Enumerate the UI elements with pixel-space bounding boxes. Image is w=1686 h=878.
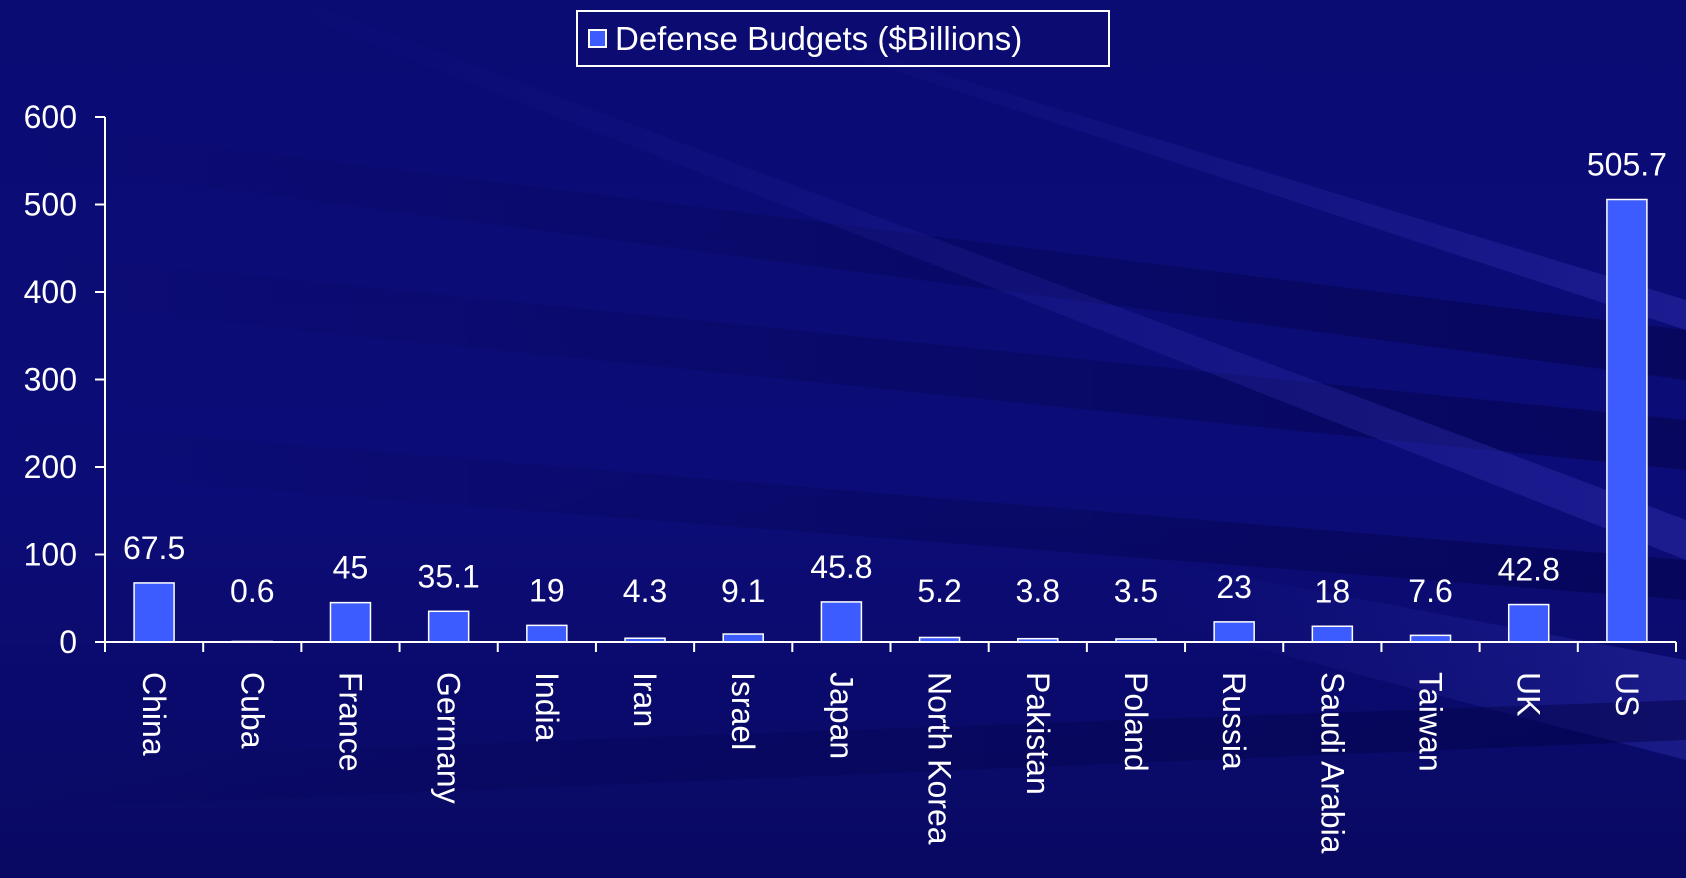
x-tick-label: Saudi Arabia [1314, 672, 1350, 854]
data-label: 3.5 [1114, 573, 1158, 609]
data-label: 18 [1315, 573, 1351, 609]
data-label: 4.3 [623, 573, 667, 609]
x-tick-label: Israel [725, 672, 761, 750]
data-label: 35.1 [418, 558, 480, 594]
x-tick-label: Japan [823, 672, 859, 759]
data-label: 505.7 [1587, 147, 1667, 183]
chart-legend: Defense Budgets ($Billions) [576, 10, 1110, 67]
y-tick-label: 0 [59, 624, 77, 660]
y-tick-label: 200 [24, 449, 77, 485]
data-label: 45 [333, 550, 369, 586]
x-tick-label: Pakistan [1020, 672, 1056, 795]
data-label: 67.5 [123, 530, 185, 566]
x-tick-label: Germany [431, 672, 467, 804]
bar-germany [427, 610, 470, 643]
x-tick-label: France [332, 672, 368, 772]
x-tick-label: UK [1511, 672, 1547, 716]
x-tick-label: Iran [627, 672, 663, 727]
data-label: 3.8 [1016, 573, 1060, 609]
legend-label: Defense Budgets ($Billions) [615, 19, 1023, 57]
x-tick-label: US [1609, 672, 1645, 716]
y-tick-label: 400 [24, 274, 77, 310]
bar-china [133, 582, 175, 643]
bar-israel [722, 633, 764, 643]
bar-us [1606, 198, 1648, 643]
x-tick-label: Cuba [234, 672, 270, 749]
legend-swatch [588, 29, 607, 48]
data-label: 7.6 [1408, 573, 1452, 609]
x-tick-label: North Korea [922, 672, 958, 845]
bar-uk [1507, 603, 1550, 643]
x-tick-label: Taiwan [1413, 672, 1449, 772]
y-tick-label: 500 [24, 187, 77, 223]
x-tick-label: India [529, 672, 565, 742]
data-label: 9.1 [721, 573, 765, 609]
bar-japan [820, 601, 863, 643]
y-tick-label: 100 [24, 537, 77, 573]
x-tick-label: Poland [1118, 672, 1154, 772]
y-tick-label: 300 [24, 362, 77, 398]
x-tick-label: China [136, 672, 172, 756]
data-label: 19 [529, 572, 565, 608]
bar-russia [1213, 621, 1255, 643]
bar-saudi-arabia [1311, 625, 1354, 643]
data-label: 5.2 [917, 573, 961, 609]
y-tick-label: 600 [24, 99, 77, 135]
x-tick-label: Russia [1216, 672, 1252, 770]
bar-france [329, 601, 372, 643]
data-label: 42.8 [1498, 552, 1560, 588]
data-label: 45.8 [810, 549, 872, 585]
bar-india [526, 624, 568, 643]
data-label: 0.6 [230, 573, 274, 609]
data-label: 23 [1216, 569, 1252, 605]
